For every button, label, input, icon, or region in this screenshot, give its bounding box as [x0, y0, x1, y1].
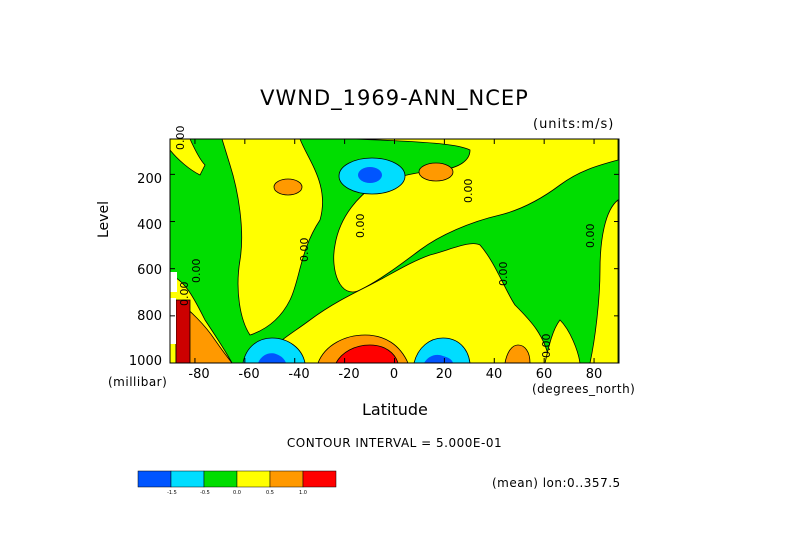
- x-tick-label: -20: [338, 367, 360, 382]
- x-tick-label: 20: [435, 367, 453, 382]
- contour-label: 0.00: [298, 237, 311, 263]
- colorbar: [137, 470, 337, 488]
- y-axis-units: (millibar): [108, 375, 168, 389]
- x-tick-label: -60: [238, 367, 260, 382]
- x-axis-label: Latitude: [362, 400, 428, 419]
- region-cyan-2: [242, 337, 306, 364]
- colorbar-swatch: [170, 470, 205, 488]
- x-tick-label: -40: [288, 367, 310, 382]
- contour-interval-label: CONTOUR INTERVAL = 5.000E-01: [286, 436, 503, 450]
- colorbar-swatch: [269, 470, 304, 488]
- y-tick-label: 1000: [128, 354, 162, 369]
- units-label: (units:m/s): [533, 117, 615, 132]
- colorbar-tick-label: 0.5: [266, 490, 274, 496]
- y-tick-label: 800: [137, 309, 162, 324]
- contour-label: 0.00: [584, 223, 597, 249]
- x-tick-label: 60: [535, 367, 553, 382]
- region-yellow-5: [169, 138, 206, 176]
- missing-data-1: [170, 272, 177, 292]
- region-cyan-3: [413, 337, 471, 364]
- colorbar-tick-label: -1.5: [167, 490, 177, 496]
- contour-label: 0.00: [497, 261, 510, 287]
- colorbar-tick-label: 0.0: [233, 490, 241, 496]
- contour-label: 0.00: [462, 178, 475, 204]
- colorbar-tick-label: -0.5: [200, 490, 210, 496]
- x-tick-label: 0: [389, 367, 399, 382]
- region-orange-4: [504, 344, 531, 364]
- contour-label: 0.00: [540, 333, 553, 359]
- region-red-1: [335, 344, 399, 364]
- region-orange-1: [273, 178, 303, 196]
- contour-label: 0.00: [354, 213, 367, 239]
- x-axis-units: (degrees_north): [532, 382, 636, 396]
- colorbar-swatch: [236, 470, 271, 488]
- region-blue-1: [358, 167, 382, 183]
- missing-data-2: [170, 298, 176, 344]
- region-red-2: [175, 299, 191, 364]
- contour-label: 0.00: [178, 281, 191, 307]
- y-tick-label: 600: [137, 263, 162, 278]
- x-tick-label: -80: [188, 367, 210, 382]
- colorbar-swatch: [203, 470, 238, 488]
- mean-longitude-label: (mean) lon:0..357.5: [492, 476, 621, 490]
- region-yellow-4: [589, 199, 619, 364]
- x-tick-label: 40: [485, 367, 503, 382]
- region-blue-3: [424, 354, 453, 363]
- region-orange-2: [418, 162, 454, 182]
- region-yellow-3: [261, 243, 551, 364]
- colorbar-tick-label: 1.0: [299, 490, 307, 496]
- contour-label: 0.00: [190, 258, 203, 284]
- contour-label: 0.00: [174, 125, 187, 151]
- chart-title: VWND_1969-ANN_NCEP: [260, 86, 529, 110]
- y-tick-label: 400: [137, 218, 162, 233]
- colorbar-swatch: [137, 470, 172, 488]
- region-yellow-7: [544, 319, 581, 364]
- x-tick-label: 80: [585, 367, 603, 382]
- colorbar-swatch: [302, 470, 337, 488]
- region-blue-2: [258, 353, 286, 363]
- y-tick-label: 200: [137, 172, 162, 187]
